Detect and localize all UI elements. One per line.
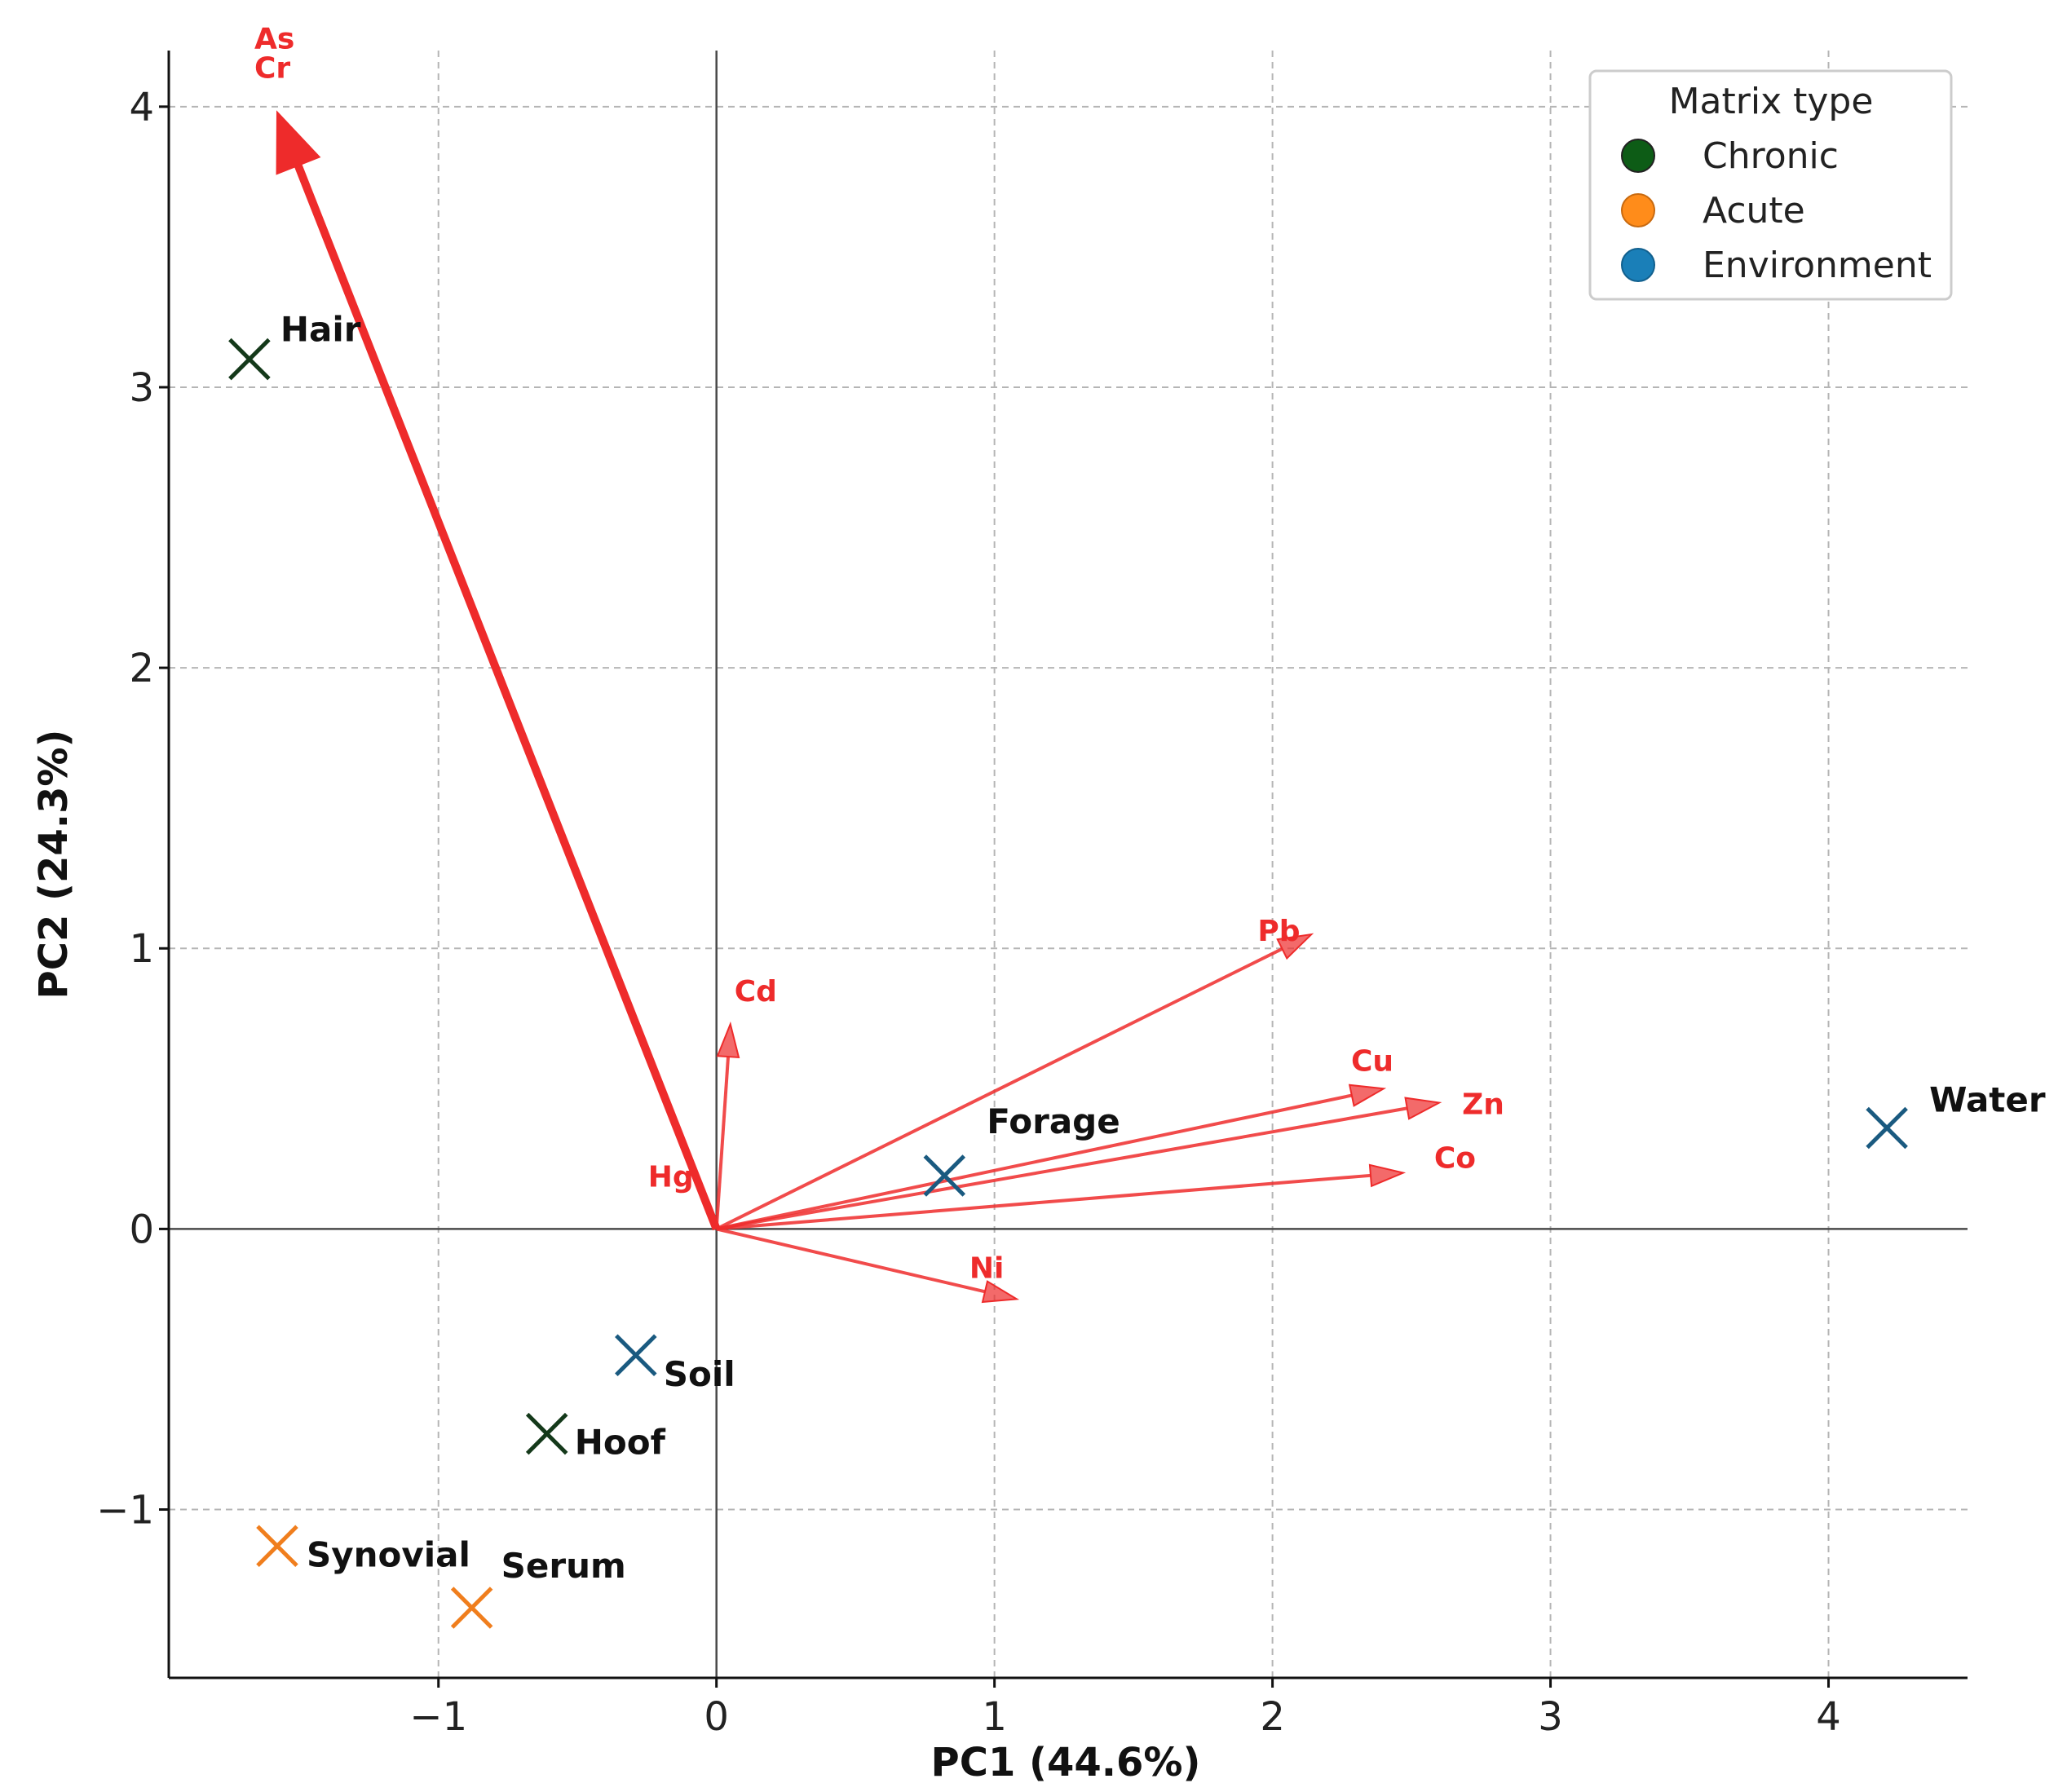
marker-stroke (1866, 1106, 1908, 1150)
loading-arrowhead-cu (1348, 1084, 1387, 1107)
legend-title: Matrix type (1669, 81, 1874, 122)
sample-marker-soil (615, 1334, 657, 1377)
y-tick-label: 4 (129, 85, 154, 130)
legend-label-environment: Environment (1703, 245, 1932, 286)
sample-label-water: Water (1929, 1079, 2046, 1119)
legend-label-acute: Acute (1703, 190, 1805, 232)
marker-stroke (228, 338, 271, 381)
marker-stroke (256, 1525, 298, 1568)
x-tick-label: 0 (704, 1694, 729, 1740)
marker-stroke (615, 1334, 657, 1377)
loading-arrow-co (716, 1173, 1371, 1231)
x-tick-label: 4 (1816, 1694, 1841, 1740)
loading-arrow-cu (716, 1093, 1353, 1231)
zero-lines (169, 51, 1968, 1678)
x-tick-label: 2 (1260, 1694, 1285, 1740)
loading-label-pb: Pb (1257, 915, 1300, 948)
sample-label-synovial: Synovial (307, 1534, 470, 1574)
axes (167, 51, 1968, 1679)
loading-arrow-cd (714, 1056, 731, 1229)
sample-label-hair: Hair (280, 310, 361, 350)
loading-arrowhead-pb (1276, 933, 1314, 960)
loading-label-cd: Cd (735, 975, 777, 1009)
sample-label-serum: Serum (501, 1546, 626, 1586)
loading-arrow-pb (715, 947, 1283, 1231)
legend: Matrix type Chronic Acute Environment (1588, 69, 1953, 301)
loading-label-as: As (254, 23, 294, 56)
sample-marker-hoof (525, 1412, 568, 1455)
loading-arrow-as (294, 164, 721, 1231)
sample-label-hoof: Hoof (575, 1423, 666, 1463)
legend-swatch-acute (1621, 193, 1655, 227)
loading-label-cu: Cu (1351, 1044, 1393, 1078)
sample-marker-synovial (256, 1525, 298, 1568)
legend-label-chronic: Chronic (1703, 135, 1839, 177)
loading-arrowhead-as (276, 110, 321, 175)
loading-arrowhead-ni (981, 1280, 1020, 1304)
y-tick-label: 2 (129, 646, 154, 691)
sample-marker-hair (228, 338, 271, 381)
sample-marker-water (1866, 1106, 1908, 1150)
loading-label-co: Co (1434, 1142, 1476, 1176)
loading-label-zn: Zn (1462, 1088, 1504, 1122)
y-axis-title: PC2 (24.3%) (31, 730, 77, 1000)
y-tick-label: 0 (129, 1207, 154, 1252)
x-tick-label: 3 (1538, 1694, 1563, 1740)
loading-arrowhead-zn (1404, 1097, 1442, 1120)
y-tick-label: −1 (96, 1488, 154, 1534)
x-tick-label: −1 (409, 1694, 467, 1740)
marker-stroke (923, 1154, 966, 1197)
x-tick-label: 1 (982, 1694, 1007, 1740)
legend-frame (1588, 69, 1953, 301)
tick-labels: −1 0 1 2 3 4 −1 0 1 2 3 4 (96, 85, 1841, 1740)
legend-swatch-chronic (1621, 139, 1655, 173)
loading-arrowhead-co (1368, 1163, 1407, 1188)
loading-label-ni: Ni (969, 1251, 1004, 1285)
x-axis-title: PC1 (44.6%) (931, 1740, 1201, 1785)
sample-label-soil: Soil (664, 1354, 735, 1394)
loading-arrowhead-cd (716, 1021, 740, 1059)
sample-points: Hair Hoof Synovial Serum Soil Forage Water (228, 310, 2046, 1629)
loading-label-cr: Cr (254, 52, 290, 86)
loading-arrow-ni (716, 1227, 986, 1294)
loading-arrow-zn (716, 1106, 1408, 1231)
y-tick-label: 1 (129, 926, 154, 972)
marker-stroke (450, 1587, 493, 1629)
marker-stroke (525, 1412, 568, 1455)
sample-marker-serum (450, 1587, 493, 1629)
grid (169, 51, 1968, 1678)
sample-label-forage: Forage (987, 1101, 1120, 1141)
legend-swatch-environment (1621, 248, 1655, 282)
sample-marker-forage (923, 1154, 966, 1197)
y-tick-label: 3 (129, 365, 154, 411)
loading-label-hg: Hg (648, 1160, 694, 1194)
